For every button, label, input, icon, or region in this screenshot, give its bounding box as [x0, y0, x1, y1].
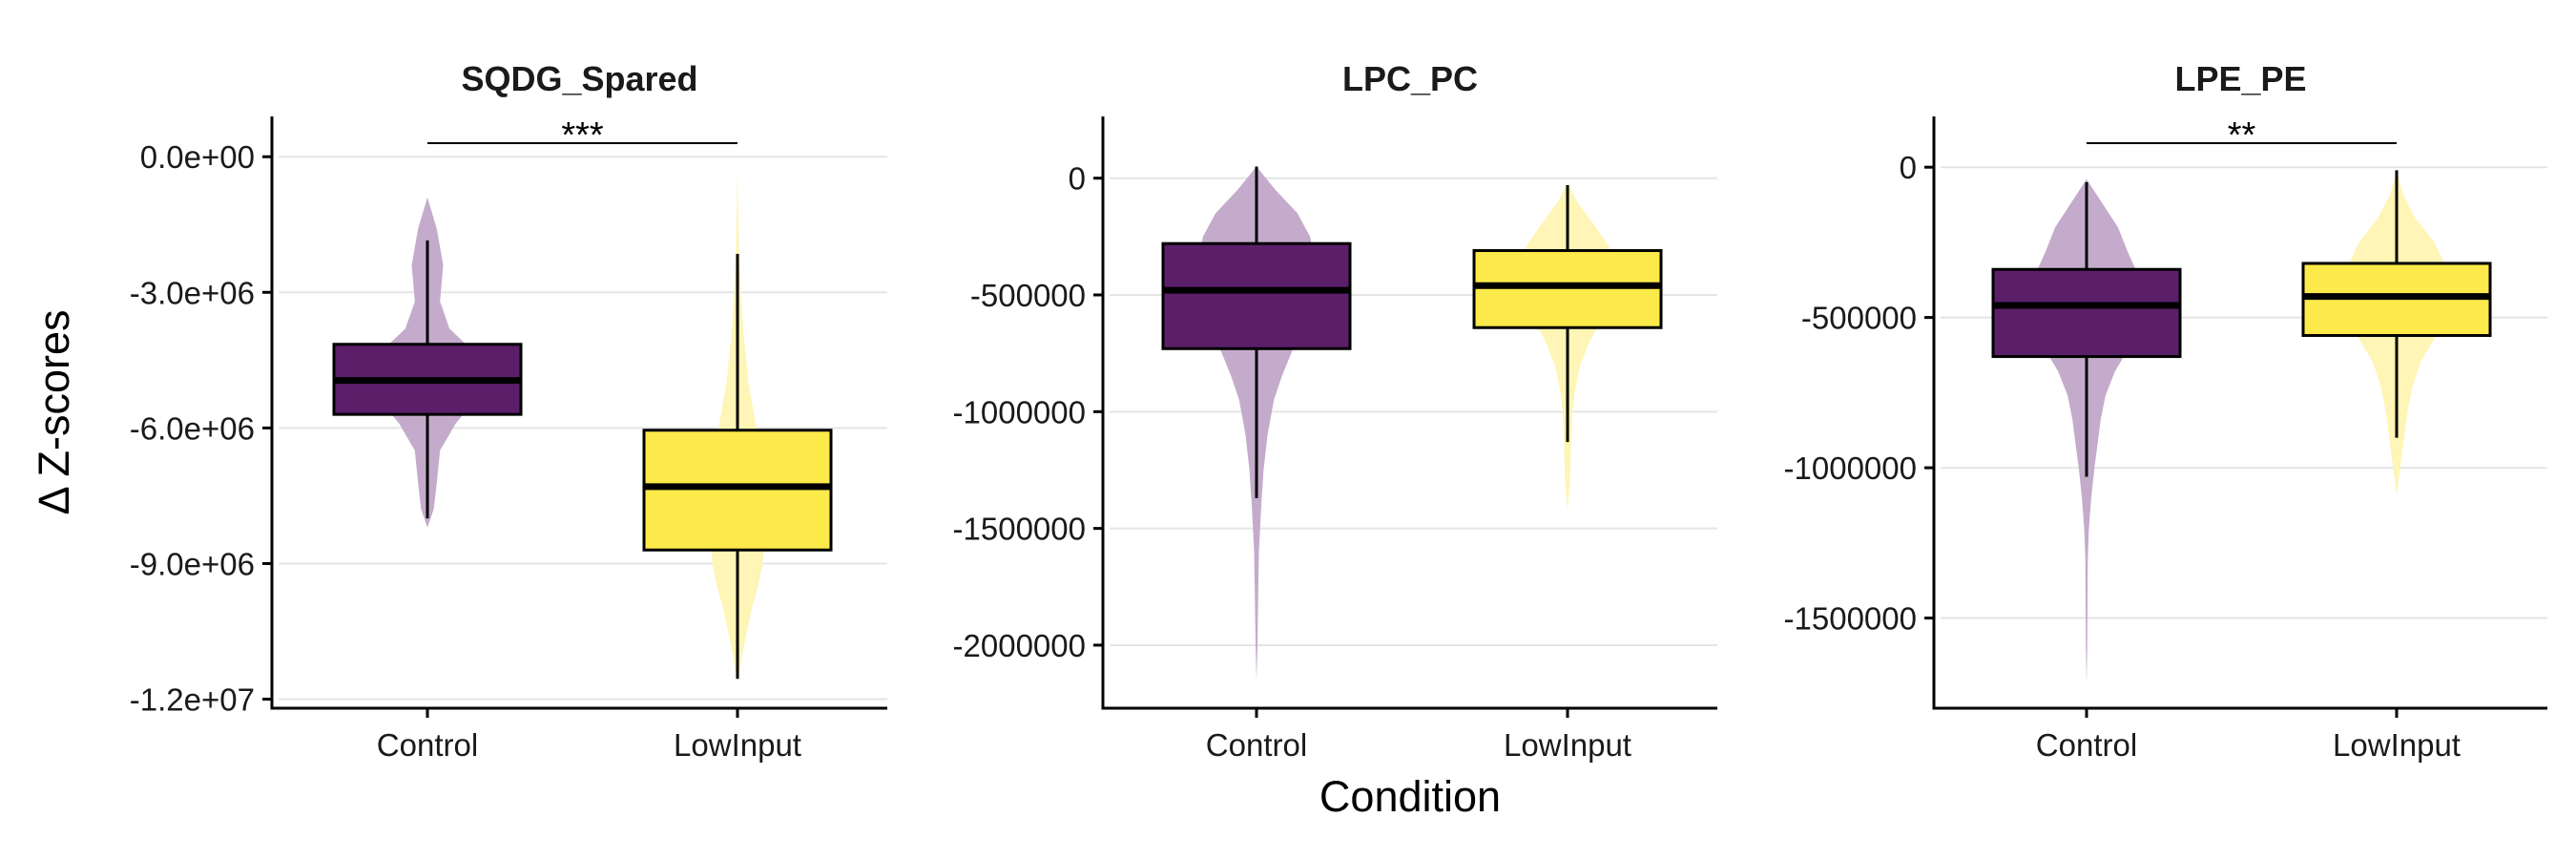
significance-label: ***	[561, 115, 604, 156]
y-tick-label: 0	[1069, 161, 1086, 197]
facet-panels: SQDG_Spared *** 0.0e+00 -3.0e+06 -6.0e+06 -9.…	[130, 59, 2547, 763]
iqr-box	[1472, 249, 1663, 329]
x-tick-label: Control	[377, 727, 478, 763]
box-lowinput	[2301, 170, 2492, 438]
y-tick-label: -1500000	[1784, 601, 1917, 637]
y-tick-label: -500000	[970, 278, 1086, 313]
panel-lpc-pc: LPC_PC 0 -500000 -1000000 -1500000 -2000000 Co…	[953, 59, 1717, 763]
iqr-box	[1161, 241, 1352, 350]
x-tick-label: Control	[1206, 727, 1307, 763]
y-tick-label: -500000	[1801, 301, 1917, 336]
y-tick-label: 0.0e+00	[140, 139, 255, 175]
x-tick-label: LowInput	[674, 727, 801, 763]
box-control	[1991, 181, 2182, 477]
y-tick-label: -1000000	[1784, 450, 1917, 486]
y-tick-label: -3.0e+06	[130, 275, 255, 310]
y-tick-label: -2000000	[953, 628, 1086, 663]
y-axis-label: Δ Z-scores	[30, 309, 78, 514]
x-tick-label: LowInput	[2333, 727, 2461, 763]
box-control	[332, 240, 523, 519]
box-control	[1161, 166, 1352, 498]
panel-lpe-pe: LPE_PE ** 0 -500000 -1000000 -1500000 Control L…	[1784, 59, 2547, 763]
panel-title: LPE_PE	[2174, 59, 2306, 98]
y-tick-label: -1000000	[953, 394, 1086, 430]
panel-sqdg-spared: SQDG_Spared *** 0.0e+00 -3.0e+06 -6.0e+06 -9.…	[130, 59, 887, 763]
y-tick-label: -1500000	[953, 512, 1086, 547]
significance-label: **	[2228, 115, 2256, 156]
iqr-box	[1991, 267, 2182, 359]
iqr-box	[642, 429, 833, 552]
panel-title: SQDG_Spared	[461, 59, 697, 98]
box-lowinput	[1472, 185, 1663, 443]
panel-title: LPC_PC	[1342, 59, 1478, 98]
box-lowinput	[642, 254, 833, 680]
y-tick-label: -1.2e+07	[130, 682, 255, 718]
y-tick-label: -9.0e+06	[130, 546, 255, 581]
y-tick-label: 0	[1900, 150, 1917, 185]
x-axis-label: Condition	[1319, 772, 1501, 821]
x-tick-label: Control	[2036, 727, 2137, 763]
x-tick-label: LowInput	[1504, 727, 1631, 763]
y-tick-label: -6.0e+06	[130, 410, 255, 446]
